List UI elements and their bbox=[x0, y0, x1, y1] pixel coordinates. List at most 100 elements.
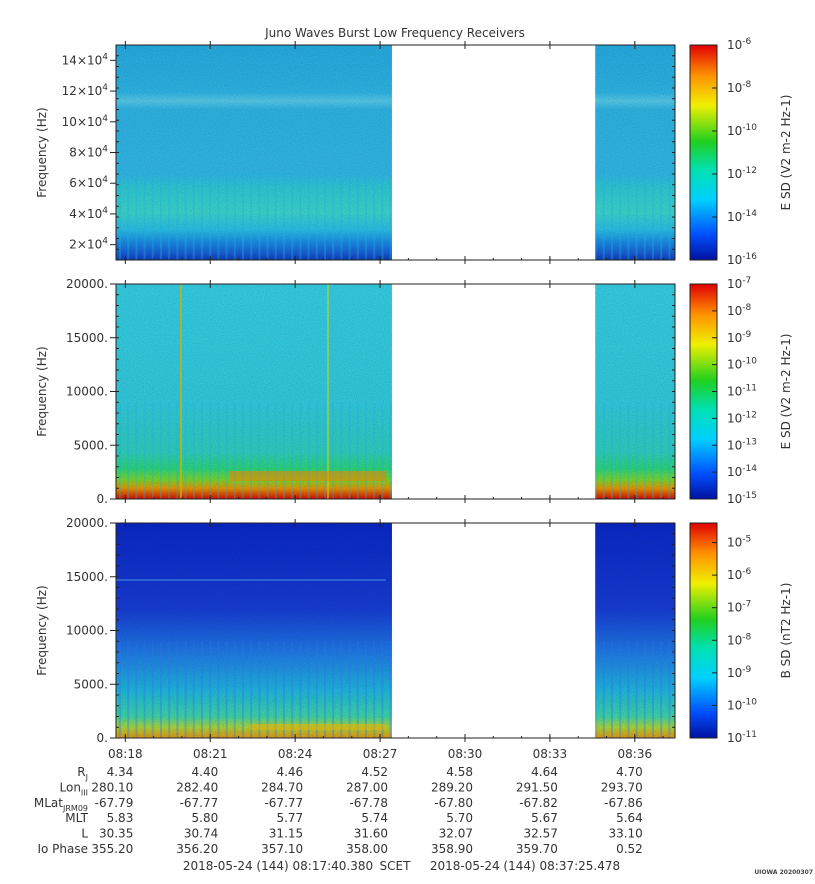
time-tick-label: 08:21 bbox=[193, 747, 228, 761]
burst-stripe bbox=[151, 641, 154, 738]
burst-stripe bbox=[225, 641, 228, 738]
burst-stripe bbox=[160, 641, 162, 738]
burst-stripe bbox=[315, 641, 318, 738]
colorbar-tick-label: 10-11 bbox=[727, 384, 757, 399]
burst-stripe bbox=[315, 174, 318, 260]
data-gap bbox=[391, 284, 596, 499]
burst-stripe bbox=[151, 402, 154, 499]
ephemeris-value: 5.67 bbox=[531, 811, 558, 825]
burst-stripe bbox=[324, 174, 326, 260]
burst-stripe bbox=[348, 174, 351, 260]
burst-stripe bbox=[381, 174, 384, 260]
burst-stripe bbox=[242, 402, 244, 499]
colorbar-tick-label: 10-13 bbox=[727, 437, 757, 452]
ephemeris-row-label: LonIII bbox=[60, 780, 89, 797]
ephemeris-value: 4.46 bbox=[276, 765, 303, 779]
burst-stripe bbox=[668, 402, 671, 499]
ephemeris-value: 4.70 bbox=[616, 765, 643, 779]
colorbar-tick-label: 10-11 bbox=[727, 730, 757, 745]
ephemeris-value: 355.20 bbox=[91, 842, 133, 856]
burst-stripe bbox=[660, 174, 663, 260]
y-tick-label: 8×104 bbox=[69, 145, 108, 160]
colorbar-label: E SD (V2 m-2 Hz-1) bbox=[779, 334, 793, 450]
ephemeris-value: 359.70 bbox=[516, 842, 558, 856]
burst-stripe bbox=[242, 174, 244, 260]
colorbar-frame bbox=[689, 522, 718, 739]
burst-stripe bbox=[160, 402, 162, 499]
burst-stripe bbox=[250, 402, 253, 499]
y-tick-label: 5000. bbox=[74, 438, 108, 452]
burst-stripe bbox=[258, 402, 261, 499]
ephemeris-value: 282.40 bbox=[176, 780, 218, 794]
burst-stripe bbox=[619, 641, 622, 738]
spectrogram-panel-2: 0. 5000. 10000. 15000. 20000. Frequency (Hz) 1… bbox=[35, 276, 793, 506]
ephemeris-value: 293.70 bbox=[601, 780, 643, 794]
burst-stripe bbox=[168, 641, 171, 738]
y-tick-label: 4×104 bbox=[69, 206, 108, 221]
burst-stripe bbox=[373, 641, 376, 738]
burst-stripe bbox=[291, 174, 294, 260]
burst-stripe bbox=[381, 641, 384, 738]
spectrogram-panel-1: 2×104 4×104 6×104 8×104 10×104 12×104 14×104 Fr… bbox=[35, 37, 793, 267]
burst-stripe bbox=[356, 641, 359, 738]
time-tick-label: 08:30 bbox=[448, 747, 483, 761]
burst-stripe bbox=[151, 174, 154, 260]
ephemeris-value: 33.10 bbox=[608, 827, 642, 841]
burst-stripe bbox=[660, 402, 663, 499]
burst-stripe bbox=[225, 402, 228, 499]
burst-stripe bbox=[233, 402, 236, 499]
colorbar-tick-label: 10-9 bbox=[727, 665, 752, 680]
ephemeris-value: 280.10 bbox=[91, 780, 133, 794]
burst-stripe bbox=[184, 641, 187, 738]
burst-stripe bbox=[356, 402, 359, 499]
burst-stripe bbox=[299, 174, 302, 260]
colorbar-tick-label: 10-12 bbox=[727, 410, 757, 425]
burst-stripe bbox=[283, 174, 285, 260]
burst-stripe bbox=[381, 402, 384, 499]
burst-stripe bbox=[602, 174, 605, 260]
colorbar-tick-label: 10-15 bbox=[727, 491, 757, 506]
ephemeris-value: 358.00 bbox=[346, 842, 388, 856]
colorbar-tick-label: 10-16 bbox=[727, 252, 757, 267]
ephemeris-row-label: MLT bbox=[65, 811, 88, 825]
burst-stripe bbox=[274, 402, 277, 499]
colorbar-tick-label: 10-8 bbox=[727, 80, 752, 95]
burst-stripe bbox=[168, 174, 171, 260]
burst-stripe bbox=[315, 402, 318, 499]
colorbar-label: B SD (nT2 Hz-1) bbox=[779, 583, 793, 679]
burst-stripe bbox=[176, 174, 179, 260]
burst-stripe bbox=[668, 641, 671, 738]
footer-start-time: 2018-05-24 (144) 08:17:40.380 bbox=[183, 859, 373, 873]
burst-stripe bbox=[217, 174, 220, 260]
burst-stripe bbox=[160, 174, 162, 260]
footer-scet: SCET bbox=[380, 859, 412, 873]
y-tick-label: 0. bbox=[97, 731, 108, 745]
burst-stripe bbox=[201, 641, 203, 738]
y-tick-label: 6×104 bbox=[69, 175, 108, 190]
y-tick-label: 15000. bbox=[66, 570, 108, 584]
burst-stripe bbox=[250, 641, 253, 738]
colorbar-tick-label: 10-10 bbox=[727, 697, 757, 712]
ephemeris-value: 287.00 bbox=[346, 780, 388, 794]
ephemeris-value: -67.80 bbox=[434, 796, 473, 810]
y-tick-label: 5000. bbox=[74, 677, 108, 691]
data-gap bbox=[391, 45, 596, 260]
ephemeris-value: 357.10 bbox=[261, 842, 303, 856]
ephemeris-value: 5.74 bbox=[361, 811, 388, 825]
burst-stripe bbox=[209, 174, 212, 260]
burst-stripe bbox=[627, 402, 630, 499]
burst-stripe bbox=[340, 402, 343, 499]
burst-stripe bbox=[602, 641, 605, 738]
ephemeris-value: 356.20 bbox=[176, 842, 218, 856]
burst-stripe bbox=[652, 174, 654, 260]
burst-stripe bbox=[635, 641, 638, 738]
ephemeris-value: 4.34 bbox=[107, 765, 134, 779]
y-tick-label: 20000. bbox=[66, 516, 108, 530]
colorbar-tick-label: 10-7 bbox=[727, 600, 751, 615]
ephemeris-value: 31.60 bbox=[354, 827, 388, 841]
ephemeris-value: 291.50 bbox=[516, 780, 558, 794]
burst-stripe bbox=[365, 174, 367, 260]
colorbar-tick-label: 10-12 bbox=[727, 166, 757, 181]
burst-stripe bbox=[652, 402, 654, 499]
burst-stripe bbox=[340, 174, 343, 260]
